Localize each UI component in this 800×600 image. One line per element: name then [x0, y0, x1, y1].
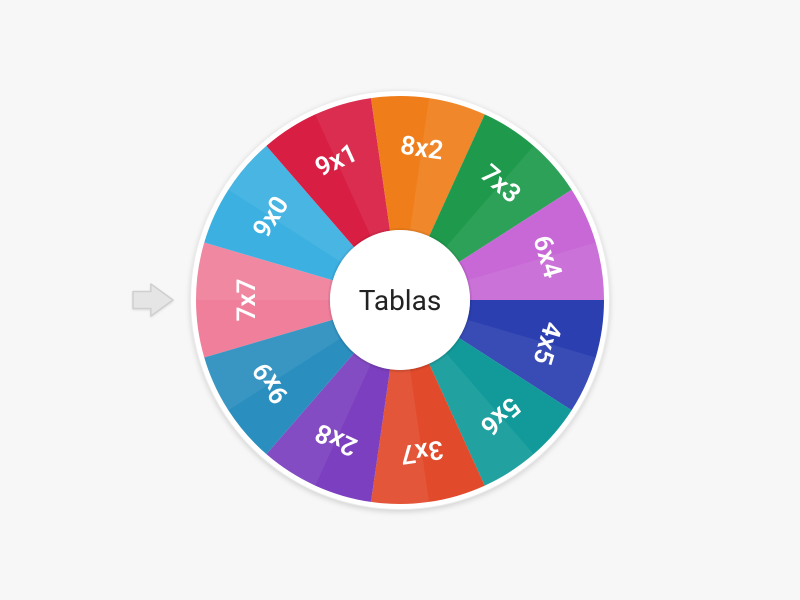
- wheel-hub: Tablas: [330, 230, 470, 370]
- wheel-hub-label: Tablas: [359, 284, 442, 317]
- stage: 7x79x09x18x27x36x44x55x63x72x89x9 Tablas: [0, 0, 800, 600]
- pointer-arrow-icon: [132, 283, 174, 317]
- wheel-segment-label: 3x7: [398, 434, 445, 470]
- wheel-segment-label: 8x2: [398, 131, 445, 167]
- spinner-wheel[interactable]: 7x79x09x18x27x36x44x55x63x72x89x9 Tablas: [190, 90, 610, 510]
- wheel-segment-label: 7x7: [232, 279, 262, 322]
